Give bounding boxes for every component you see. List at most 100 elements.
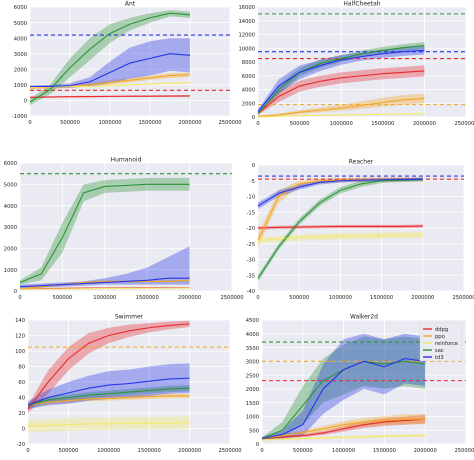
legend-label-reinforce: reinforce	[435, 341, 458, 347]
x-tick-label: 2500000	[218, 448, 241, 454]
panel-humanoid: 0 1000 2000 3000 4000 5000 6000 0 500000 1000000 1…	[4, 157, 244, 302]
series-line-reinforce	[19, 287, 190, 290]
x-tick-label: 2500000	[220, 295, 243, 301]
x-tick-label: 2500000	[454, 121, 474, 127]
y-tick-label: 6000	[4, 161, 17, 167]
series-line-ddpg	[29, 95, 191, 98]
y-tick-label: 0	[14, 289, 17, 295]
y-tick-label: 2000	[14, 67, 27, 73]
y-tick-label: 10000	[238, 46, 255, 52]
x-tick-label: 1500000	[370, 295, 393, 301]
band-td3	[262, 333, 426, 440]
series-line-ppo	[261, 418, 426, 440]
x-tick-label: 0	[256, 121, 259, 127]
y-tick-label: 0	[22, 427, 25, 433]
x-tick-label: 1500000	[373, 448, 396, 454]
y-tick-label: -40	[247, 289, 255, 295]
y-tick-label: 3000	[4, 225, 17, 231]
x-tick-label: 500000	[58, 448, 78, 454]
series-line-ddpg	[27, 323, 190, 410]
x-tick-label: 1500000	[138, 448, 161, 454]
band-reinforce	[258, 231, 423, 244]
y-tick-label: 4000	[242, 88, 255, 94]
series-line-sac	[257, 178, 423, 279]
panel-title: HalfCheetah	[343, 1, 380, 8]
y-tick-label: 4000	[4, 204, 17, 210]
x-tick-label: 1500000	[371, 121, 394, 127]
series-line-td3	[257, 178, 423, 207]
series-line-sac	[27, 387, 190, 406]
series-line-ddpg	[257, 70, 425, 114]
series-line-reinforce	[29, 81, 191, 88]
y-tick-label: 14000	[238, 19, 255, 25]
y-tick-label: -5	[250, 179, 255, 185]
x-tick-label: 2000000	[414, 448, 437, 454]
y-tick-label: 16000	[238, 5, 255, 11]
series-line-ddpg	[257, 225, 423, 229]
x-tick-label: 1000000	[330, 121, 353, 127]
series-line-ppo	[27, 395, 190, 406]
band-ddpg	[258, 65, 425, 115]
panel-reacher: -40 -35 -30 -25 -20 -15 -10 -5 0 0 500000 1000000 15…	[247, 159, 474, 302]
series-line-ppo	[257, 97, 425, 117]
x-tick-label: 1500000	[136, 295, 159, 301]
y-tick-label: 80	[18, 365, 25, 371]
series-line-td3	[30, 53, 191, 87]
plot-background	[30, 7, 230, 116]
x-tick-label: 0	[256, 295, 259, 301]
panel-title: Walker2d	[350, 314, 378, 321]
band-td3	[30, 38, 190, 88]
y-tick-label: 3500	[246, 346, 259, 352]
y-tick-label: 2000	[4, 247, 17, 253]
series-line-td3	[257, 49, 425, 112]
series-line-ddpg	[261, 418, 426, 440]
y-tick-label: 140	[15, 318, 25, 324]
band-ppo	[258, 93, 425, 117]
legend-label-ddpg: ddpg	[435, 327, 448, 333]
x-tick-label: 500000	[290, 121, 310, 127]
band-ddpg	[258, 224, 423, 230]
y-tick-label: 5000	[4, 183, 17, 189]
y-tick-label: 60	[18, 380, 25, 386]
x-tick-label: 500000	[289, 295, 309, 301]
legend-label-sac: sac	[435, 348, 444, 354]
y-tick-label: -20	[17, 442, 25, 448]
y-tick-label: 500	[249, 428, 259, 434]
y-tick-label: 1000	[246, 415, 259, 421]
series-line-ppo	[19, 279, 190, 290]
x-tick-label: 1000000	[332, 448, 355, 454]
panel-walker2d: 0 500 1000 1500 2000 2500 3000 3500 4000 4500 0 500…	[246, 314, 474, 455]
y-tick-label: 3000	[246, 360, 259, 366]
y-tick-label: 100	[15, 349, 25, 355]
band-sac	[30, 10, 190, 106]
series-line-td3	[261, 358, 426, 440]
y-tick-label: -35	[247, 273, 255, 279]
y-tick-label: 2000	[242, 101, 255, 107]
y-tick-label: -25	[247, 242, 255, 248]
x-tick-label: 2500000	[452, 295, 474, 301]
y-tick-label: 6000	[14, 5, 27, 11]
band-sac	[20, 177, 190, 285]
series-line-sac	[19, 183, 190, 283]
x-tick-label: 2000000	[411, 295, 434, 301]
legend-label-ppo: ppo	[435, 334, 445, 340]
panel-title: Swimmer	[115, 314, 144, 321]
y-tick-label: 2500	[246, 373, 259, 379]
y-tick-label: -15	[247, 210, 255, 216]
panel-halfcheetah: 0 2000 4000 6000 8000 10000 12000 14000 16000 0 50…	[238, 1, 474, 128]
band-td3	[20, 246, 190, 289]
y-tick-label: 0	[256, 442, 259, 448]
x-tick-label: 2000000	[178, 448, 201, 454]
y-tick-label: 0	[252, 163, 255, 169]
series-line-reinforce	[257, 113, 425, 118]
y-tick-label: 12000	[238, 33, 255, 39]
y-tick-label: -20	[247, 226, 255, 232]
y-tick-label: 1000	[4, 268, 17, 274]
x-tick-label: 1500000	[138, 120, 161, 126]
x-tick-label: 1000000	[98, 120, 121, 126]
series-line-reinforce	[27, 421, 190, 427]
